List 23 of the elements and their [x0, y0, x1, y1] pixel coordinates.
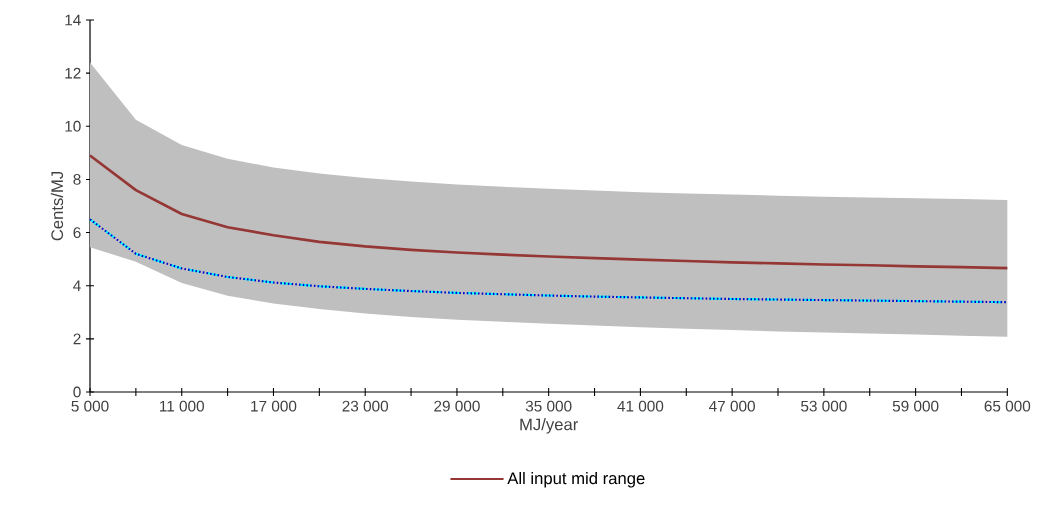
x-tick-label: 23 000: [342, 400, 389, 412]
x-tick-label: 65 000: [984, 400, 1031, 412]
x-tick-label: 5 000: [71, 400, 109, 412]
y-tick-label: 2: [73, 333, 81, 345]
x-tick-label: 11 000: [160, 400, 204, 412]
x-tick-label: 59 000: [892, 400, 939, 412]
line-series: [88, 154, 1009, 270]
x-tick-label: 17 000: [251, 400, 297, 412]
x-tick-label: 29 000: [434, 400, 480, 412]
y-tick-label: 12: [65, 67, 81, 79]
x-tick-label: 47 000: [709, 400, 755, 412]
legend-label: All input mid range: [507, 471, 645, 488]
y-tick-label: 14: [65, 14, 81, 26]
x-tick-label: 41 000: [617, 400, 664, 412]
x-axis-title: MJ/year: [520, 418, 579, 434]
y-tick-label: 10: [65, 120, 81, 132]
x-tick-label: 53 000: [801, 400, 847, 412]
y-tick-label: 4: [73, 280, 81, 291]
x-tick-label: 35 000: [525, 400, 572, 412]
y-tick-label: 0: [73, 386, 81, 398]
y-tick-label: 6: [73, 227, 81, 238]
y-tick-label: 8: [73, 174, 81, 185]
y-axis-title: Cents/MJ: [50, 172, 64, 241]
